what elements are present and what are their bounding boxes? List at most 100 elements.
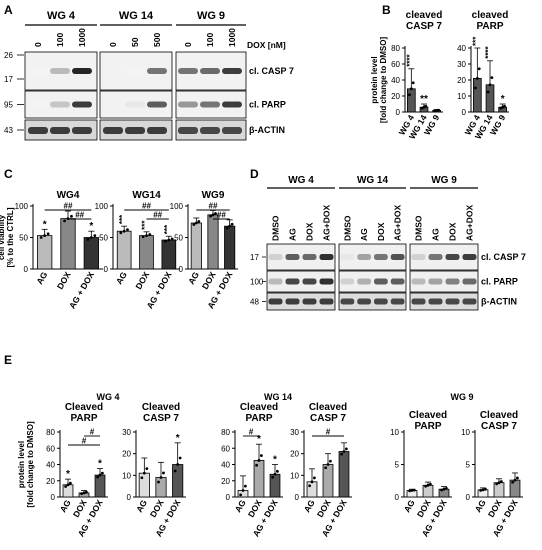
- significance-mark: ***: [163, 224, 172, 234]
- blot-band: [286, 299, 300, 305]
- data-point: [83, 492, 86, 495]
- lane-label: AG+DOX: [322, 205, 332, 241]
- blot-band: [391, 254, 405, 260]
- y-tick-label: 10: [390, 428, 399, 437]
- y-tick-label: 60: [46, 444, 55, 453]
- y-tick-label: 100: [15, 202, 29, 211]
- y-tick-label: 50: [19, 234, 28, 243]
- lane-label: DMSO: [414, 215, 424, 241]
- blot-band: [391, 299, 405, 305]
- blot-band: [125, 68, 145, 74]
- y-axis-label: [% to the CTRL]: [6, 207, 15, 267]
- bracket-label: ##: [153, 211, 162, 220]
- significance-mark: ***: [471, 36, 480, 46]
- blot-band: [200, 102, 220, 108]
- panel-letter-a: A: [4, 3, 13, 17]
- western-blot-d: WG 4 DMSO AG DOX AG+DOX WG 14 DMSO AG DOX AG+DOX W…: [250, 175, 526, 310]
- data-point: [231, 223, 234, 226]
- y-tick-label: 30: [122, 428, 131, 437]
- chart-title: Cleaved: [142, 402, 180, 413]
- bar: [407, 89, 415, 112]
- data-point: [239, 493, 242, 496]
- data-point: [411, 489, 414, 492]
- data-point: [424, 105, 427, 108]
- blot-band: [50, 102, 70, 108]
- y-axis-label: [fold change to DMSO]: [26, 421, 35, 508]
- bracket-label: ##: [75, 211, 84, 220]
- data-point: [490, 76, 493, 79]
- y-tick-label: 0: [179, 265, 184, 274]
- bar: [323, 465, 333, 498]
- chart-title: CASP 7: [406, 21, 442, 32]
- mw-marker: 17: [4, 75, 13, 84]
- lane-label: DOX: [448, 222, 458, 241]
- blot-band: [357, 299, 371, 305]
- y-tick-label: 80: [221, 428, 230, 437]
- bar: [84, 238, 98, 270]
- y-tick-label: 60: [221, 444, 230, 453]
- lane-label: DMSO: [271, 215, 281, 241]
- data-point: [437, 109, 440, 112]
- category-label: AG: [186, 270, 201, 286]
- significance-mark: ****: [405, 53, 414, 66]
- blot-band: [341, 279, 355, 285]
- data-point: [148, 233, 151, 236]
- bar: [61, 219, 75, 269]
- blot-band: [125, 102, 145, 108]
- bracket-label: ##: [209, 202, 218, 211]
- chart-title: WG4: [57, 190, 80, 201]
- category-label: AG: [473, 498, 488, 514]
- data-point: [413, 489, 416, 492]
- bar: [208, 215, 218, 269]
- blot-band: [28, 127, 48, 134]
- data-point: [443, 488, 446, 491]
- blot-band: [103, 127, 123, 134]
- y-tick-label: 20: [221, 477, 230, 486]
- chart-title: PARP: [245, 413, 272, 424]
- y-tick-label: 10: [122, 471, 131, 480]
- category-label: AG: [134, 498, 149, 514]
- chart-title: CASP 7: [143, 413, 179, 424]
- data-point: [167, 239, 170, 242]
- dose-label: 500: [152, 33, 162, 47]
- blot-band: [222, 68, 242, 74]
- dose-label: 100: [205, 33, 215, 47]
- y-tick-label: 0: [127, 493, 132, 502]
- blot-band: [446, 299, 460, 305]
- mw-marker: 100: [250, 278, 264, 287]
- category-label: AG: [58, 498, 73, 514]
- blot-band: [429, 279, 443, 285]
- group-label: WG 14: [119, 10, 154, 22]
- category-label: AG: [233, 498, 248, 514]
- blot-band: [125, 127, 145, 134]
- significance-mark: *: [98, 459, 102, 470]
- bracket-label: ##: [142, 202, 151, 211]
- data-point: [255, 464, 258, 467]
- row-label: cl. CASP 7: [481, 252, 526, 262]
- data-point: [40, 236, 43, 239]
- dose-label: 0: [33, 42, 43, 47]
- category-label: AG: [114, 270, 129, 286]
- data-point: [495, 482, 498, 485]
- panel-letter-d: D: [250, 167, 259, 181]
- y-tick-label: 30: [457, 60, 466, 69]
- data-point: [162, 472, 165, 475]
- bar: [140, 236, 154, 269]
- y-tick-label: 80: [391, 44, 400, 53]
- data-point: [242, 489, 245, 492]
- group-label: WG 9: [431, 175, 457, 186]
- lane-label: DMSO: [342, 215, 352, 241]
- western-blot-a: WG 4 0 100 1000 WG 14 0 50 500 WG 9 0 100 1000 DOX …: [4, 10, 294, 140]
- data-point: [410, 87, 413, 90]
- data-point: [511, 481, 514, 484]
- significance-mark: *: [66, 469, 70, 480]
- y-tick-label: 100: [95, 202, 109, 211]
- chart-e6: CleavedCASP 70510AGDOXAG + DOX: [461, 410, 523, 538]
- data-point: [308, 484, 311, 487]
- group-title: WG 9: [450, 392, 473, 402]
- blot-band: [72, 102, 92, 108]
- chart-title: Cleaved: [240, 402, 278, 413]
